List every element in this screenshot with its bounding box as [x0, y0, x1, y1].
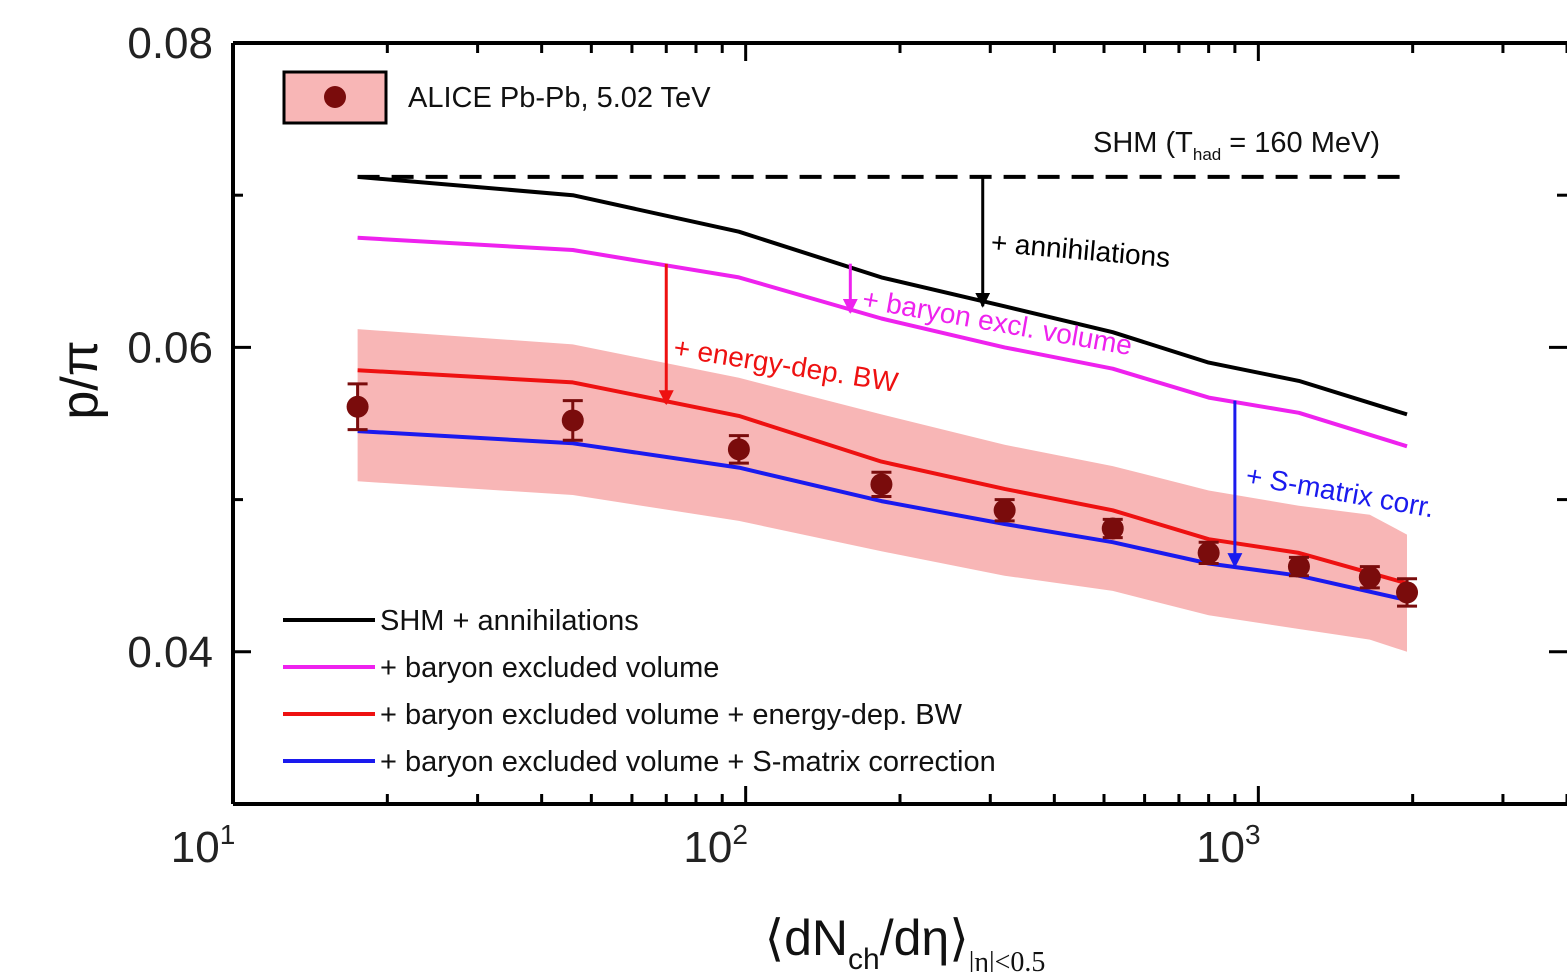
data-point	[1287, 555, 1310, 578]
series-legend: SHM + annihilations + baryon excluded vo…	[283, 605, 996, 778]
data-points-layer	[346, 382, 1419, 608]
x-axis-label-sub2: |η|<0.5	[969, 947, 1046, 972]
data-point-marker	[870, 473, 893, 496]
data-point-marker	[727, 438, 750, 461]
legend-label-s-matrix: + baryon excluded volume + S-matrix corr…	[380, 746, 996, 778]
data-point-marker	[346, 395, 369, 418]
data-point	[1358, 565, 1381, 590]
data-point	[1101, 517, 1124, 540]
shm-label: SHM (Thad = 160 MeV)	[1093, 127, 1380, 164]
data-point	[561, 399, 584, 442]
x-axis-label-sub1: ch	[848, 943, 880, 972]
data-point	[1197, 540, 1220, 566]
data-point	[727, 434, 750, 465]
annotation-label-annihilations: + annihilations	[990, 227, 1172, 274]
data-point	[346, 382, 369, 432]
y-tick-label: 0.04	[127, 628, 213, 677]
data-legend-label: ALICE Pb-Pb, 5.02 TeV	[408, 82, 711, 114]
x-axis-label-main: ⟨dN	[765, 910, 848, 966]
data-point-marker	[1287, 555, 1310, 578]
x-tick-label: 103	[1196, 819, 1261, 872]
series-line-baryon-excluded-volume-energy-dep-bw	[357, 368, 1408, 586]
y-tick-label: 0.08	[127, 19, 213, 68]
y-tick-label: 0.06	[127, 323, 213, 372]
axes-layer: 101 102 103 0.04 0.06 0.08	[127, 19, 1567, 872]
legend-label-energy-dep-bw: + baryon excluded volume + energy-dep. B…	[380, 699, 963, 731]
legend-label-shm-annihilations: SHM + annihilations	[380, 605, 639, 637]
data-legend-marker	[324, 86, 346, 108]
y-axis-label: p/π	[51, 340, 109, 419]
series-line-baryon-excluded-volume	[357, 235, 1408, 449]
data-point-marker	[1197, 541, 1220, 564]
data-point-marker	[1396, 581, 1419, 604]
data-point-marker	[993, 499, 1016, 522]
data-legend: ALICE Pb-Pb, 5.02 TeV	[282, 70, 711, 125]
x-axis-label-mid: /dη⟩	[880, 910, 969, 966]
legend-label-baryon-excluded: + baryon excluded volume	[380, 652, 719, 684]
series-line-shm-annihilations	[357, 174, 1408, 417]
data-point	[1396, 577, 1419, 608]
x-tick-label: 101	[171, 819, 236, 872]
x-tick-label: 102	[683, 819, 748, 872]
data-point	[993, 498, 1016, 523]
data-point-marker	[1358, 566, 1381, 589]
x-axis-label: ⟨dNch/dη⟩|η|<0.5	[765, 910, 1046, 972]
data-point	[870, 470, 893, 499]
data-point-marker	[1101, 517, 1124, 540]
model-lines-layer	[357, 174, 1408, 603]
data-point-marker	[561, 409, 584, 432]
series-line-baryon-excluded-volume-s-matrix-correction	[357, 429, 1408, 603]
